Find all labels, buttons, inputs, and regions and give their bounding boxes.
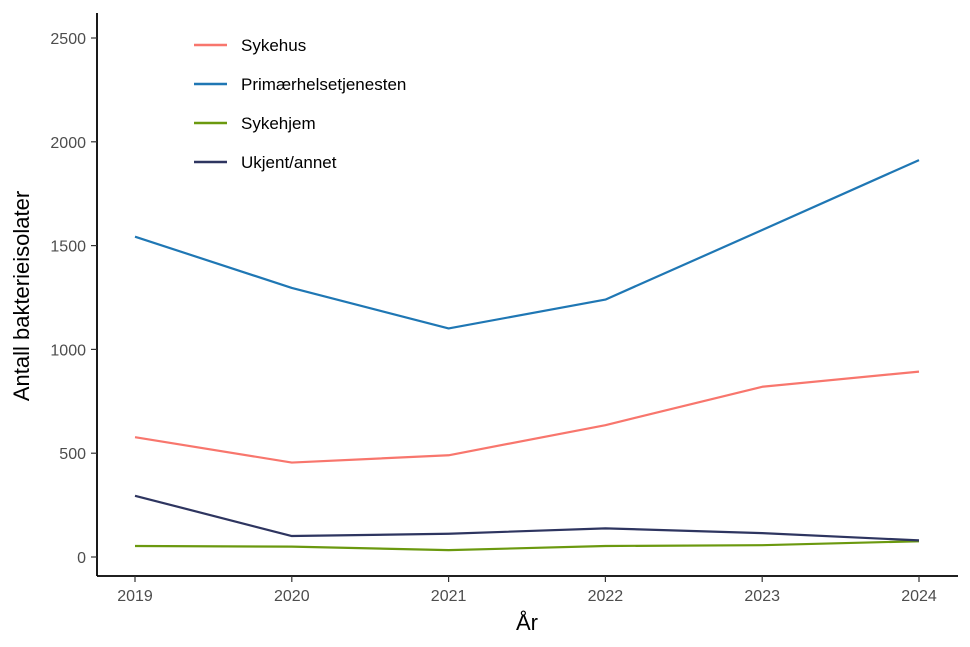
- y-axis-title: Antall bakterieisolater: [9, 191, 34, 401]
- x-tick-label: 2019: [117, 588, 153, 605]
- legend-label: Sykehus: [241, 36, 306, 55]
- legend-label: Primærhelsetjenesten: [241, 75, 406, 94]
- y-tick-label: 2500: [50, 31, 86, 48]
- y-tick-label: 500: [59, 446, 86, 463]
- x-tick-label: 2022: [588, 588, 624, 605]
- legend-label: Sykehjem: [241, 114, 316, 133]
- y-tick-label: 2000: [50, 135, 86, 152]
- series-line-sykehjem: [134, 540, 920, 552]
- x-tick-label: 2020: [274, 588, 310, 605]
- y-tick-label: 0: [77, 550, 86, 567]
- series-line-sykehus: [134, 370, 920, 464]
- x-ticks: 2019 2020 2021 2022 2023 2024: [117, 576, 937, 605]
- series-lines: [134, 159, 920, 552]
- axes: [96, 13, 958, 577]
- legend: Sykehus Primærhelsetjenesten Sykehjem Ukjen…: [194, 36, 406, 172]
- x-axis-title: År: [516, 610, 538, 635]
- x-tick-label: 2023: [744, 588, 780, 605]
- series-line-prim-rhelsetjenesten: [134, 159, 920, 330]
- y-tick-label: 1000: [50, 342, 86, 359]
- series-line-ukjent-annet: [134, 494, 920, 542]
- legend-label: Ukjent/annet: [241, 153, 337, 172]
- x-tick-label: 2024: [901, 588, 937, 605]
- x-tick-label: 2021: [431, 588, 467, 605]
- y-ticks: 0 500 1000 1500 2000 2500: [50, 31, 97, 567]
- y-tick-label: 1500: [50, 239, 86, 256]
